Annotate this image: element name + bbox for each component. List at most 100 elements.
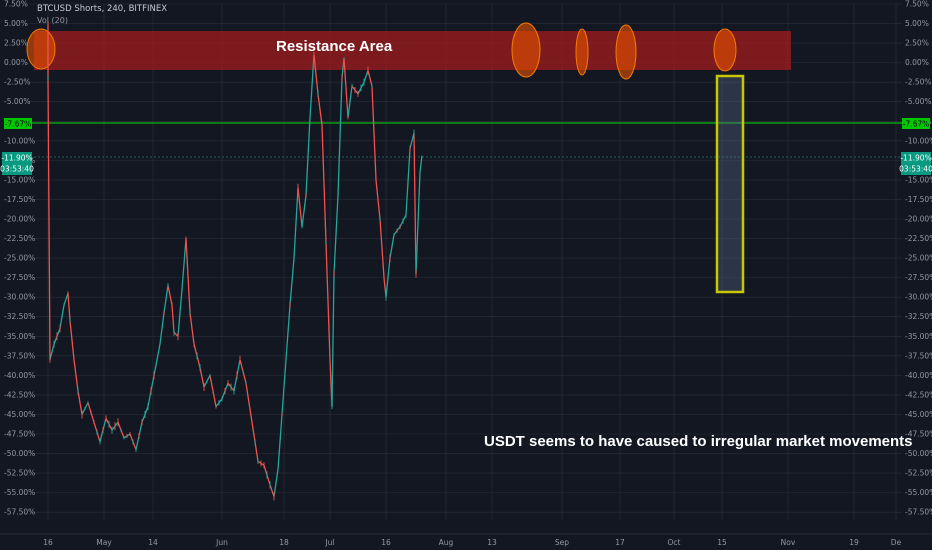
series-segment <box>333 195 339 274</box>
y-tick-label-right: 0.00% <box>905 58 929 67</box>
current-price-badge-right <box>901 152 931 175</box>
green-level-badge-right <box>902 118 930 129</box>
resistance-circle-4 <box>615 24 637 80</box>
series-segment <box>69 320 75 360</box>
x-tick-label: Nov <box>781 538 796 547</box>
y-tick-label-left: -45.00% <box>4 410 35 419</box>
series-segment <box>199 367 205 388</box>
y-tick-label-right: -55.00% <box>905 488 932 497</box>
series-segment <box>419 155 423 173</box>
resistance-area-label: Resistance Area <box>276 38 393 55</box>
y-tick-label-right: -27.50% <box>905 273 932 282</box>
series-segment <box>415 172 421 274</box>
y-tick-label-left: -5.00% <box>4 97 31 106</box>
series-segment <box>413 132 417 274</box>
series-segment <box>325 242 331 360</box>
y-tick-label-left: -55.00% <box>4 488 35 497</box>
y-tick-label-right: -15.00% <box>905 175 932 184</box>
current-price-badge-left <box>2 152 32 175</box>
y-tick-label-left: -10.00% <box>4 136 35 145</box>
series-segment <box>177 289 183 337</box>
series-segment <box>181 238 187 290</box>
series-segment <box>289 258 295 306</box>
series-segment <box>73 359 79 392</box>
y-tick-label-left: -52.50% <box>4 469 35 478</box>
x-tick-label: 14 <box>148 538 158 547</box>
series-segment <box>331 273 335 407</box>
y-tick-label-right: -30.00% <box>905 293 932 302</box>
series-segment <box>67 293 71 321</box>
series-segment <box>63 293 69 306</box>
y-tick-label-left: -37.50% <box>4 351 35 360</box>
series-segment <box>293 187 299 259</box>
series-segment <box>163 285 169 313</box>
chart-symbol-title[interactable]: BTCUSD Shorts, 240, BITFINEX <box>37 4 168 14</box>
green-level-badge-left <box>4 118 32 129</box>
volume-indicator-label[interactable]: Vol (20) <box>37 16 68 25</box>
series-segment <box>167 285 173 306</box>
y-tick-label-right: -32.50% <box>905 312 932 321</box>
series-segment <box>185 238 191 313</box>
y-tick-label-right: -37.50% <box>905 351 932 360</box>
y-tick-label-right: -47.50% <box>905 430 932 439</box>
series-segment <box>305 117 311 196</box>
y-tick-label-left: 2.50% <box>4 39 28 48</box>
y-tick-label-right: 5.00% <box>905 19 929 28</box>
series-segment <box>343 58 349 118</box>
series-segment <box>363 70 369 83</box>
y-tick-label-left: -2.50% <box>4 78 31 87</box>
series-segment <box>49 343 55 360</box>
x-tick-label: 16 <box>381 538 391 547</box>
usdt-note-label: USDT seems to have caused to irregular m… <box>484 433 913 450</box>
y-tick-label-right: -2.50% <box>905 78 932 87</box>
series-segment <box>159 312 165 345</box>
y-tick-label-left: -32.50% <box>4 312 35 321</box>
series-segment <box>389 234 395 259</box>
series-segment <box>337 78 343 196</box>
series-segment <box>189 312 195 345</box>
x-tick-label: 15 <box>717 538 727 547</box>
series-segment <box>77 390 83 415</box>
y-axis-left: 7.50%5.00%2.50%0.00%-2.50%-5.00%-7.50%-1… <box>4 0 35 517</box>
current-price-label-left: -11.90% <box>1 154 32 163</box>
y-tick-label-left: -42.50% <box>4 390 35 399</box>
y-tick-label-left: -40.00% <box>4 371 35 380</box>
y-tick-label-left: -22.50% <box>4 234 35 243</box>
y-tick-label-left: -20.00% <box>4 215 35 224</box>
green-level-label-left: -7.67% <box>5 120 32 129</box>
y-tick-label-right: -22.50% <box>905 234 932 243</box>
x-tick-label: 13 <box>487 538 497 547</box>
y-tick-label-right: -40.00% <box>905 371 932 380</box>
series-segment <box>281 359 287 415</box>
y-tick-label-left: -35.00% <box>4 332 35 341</box>
x-tick-label: Oct <box>668 538 681 547</box>
y-tick-label-left: -17.50% <box>4 195 35 204</box>
series-segment <box>367 70 373 87</box>
y-tick-label-right: -17.50% <box>905 195 932 204</box>
y-tick-label-right: -5.00% <box>905 97 932 106</box>
series-segment <box>285 304 291 360</box>
price-series <box>47 21 423 501</box>
series-segment <box>309 54 315 118</box>
y-tick-label-right: 7.50% <box>905 0 929 9</box>
y-tick-label-left: 0.00% <box>4 58 28 67</box>
x-tick-label: 17 <box>615 538 625 547</box>
series-segment <box>269 484 275 497</box>
series-segment <box>385 258 391 298</box>
y-tick-label-right: 2.50% <box>905 39 929 48</box>
x-tick-label: Aug <box>439 538 454 547</box>
series-segment <box>371 86 377 180</box>
series-segment <box>301 195 307 227</box>
y-tick-label-right: -42.50% <box>905 390 932 399</box>
countdown-label-left: 03:53:40 <box>0 165 34 174</box>
x-tick-label: 18 <box>279 538 289 547</box>
series-segment <box>47 78 51 360</box>
series-segment <box>59 304 65 329</box>
resistance-circle-5 <box>713 28 737 72</box>
y-tick-label-right: -35.00% <box>905 332 932 341</box>
series-segment <box>375 179 381 220</box>
resistance-zone <box>34 31 791 70</box>
series-segment <box>273 469 279 497</box>
y-tick-label-right: -20.00% <box>905 215 932 224</box>
